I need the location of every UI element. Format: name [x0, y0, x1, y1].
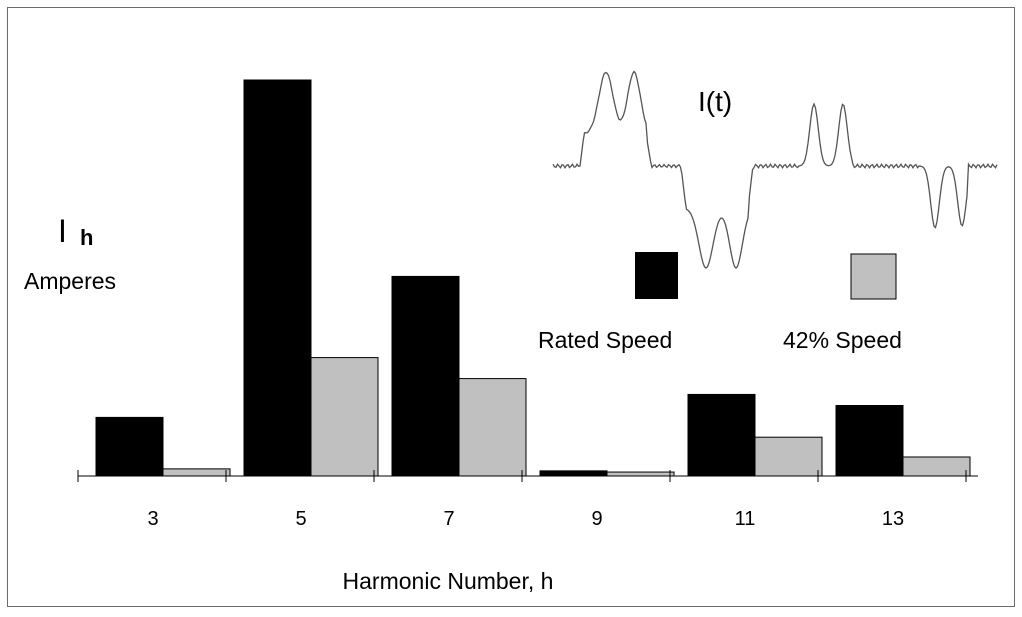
legend-label-42-speed: 42% Speed	[783, 327, 902, 353]
x-tick-label-3: 3	[147, 508, 158, 530]
bar-42-speed-h3	[162, 468, 231, 477]
x-axis-label: Harmonic Number, h	[343, 568, 554, 594]
x-tick-label-11: 11	[735, 508, 756, 530]
bar-rated-speed-h11	[687, 393, 756, 477]
legend-label-rated-speed: Rated Speed	[538, 327, 672, 353]
legend-swatch-42-speed	[850, 253, 897, 300]
bar-42-speed-h13	[902, 456, 971, 477]
bars-group	[95, 79, 971, 477]
bar-rated-speed-h13	[835, 405, 904, 477]
bar-42-speed-h9	[606, 471, 675, 477]
bar-rated-speed-h3	[95, 416, 164, 477]
bar-rated-speed-h7	[391, 275, 460, 477]
bar-rated-speed-h5	[243, 79, 312, 477]
bar-42-speed-h5	[310, 357, 379, 477]
bar-42-speed-h7	[458, 378, 527, 477]
x-axis	[77, 470, 978, 482]
x-tick-label-7: 7	[443, 508, 454, 530]
inset-label: I(t)	[698, 86, 732, 117]
current-waveform-inset	[552, 70, 998, 269]
bar-rated-speed-h9	[539, 470, 608, 477]
y-axis-unit-label: Amperes	[24, 268, 116, 294]
bar-42-speed-h11	[754, 436, 823, 477]
y-axis-label-main: I	[58, 213, 67, 249]
x-tick-label-5: 5	[295, 508, 306, 530]
legend-swatch-rated-speed	[635, 252, 678, 299]
chart-frame: 3 5 7 9 11 13 Harmonic Number, h I h Amperes …	[7, 7, 1015, 607]
y-axis-label-subscript: h	[80, 225, 93, 250]
x-tick-label-13: 13	[882, 508, 904, 530]
harmonic-bar-chart: 3 5 7 9 11 13 Harmonic Number, h I h Amperes …	[24, 70, 998, 594]
x-tick-label-9: 9	[591, 508, 602, 530]
x-tick-labels: 3 5 7 9 11 13	[147, 508, 904, 530]
